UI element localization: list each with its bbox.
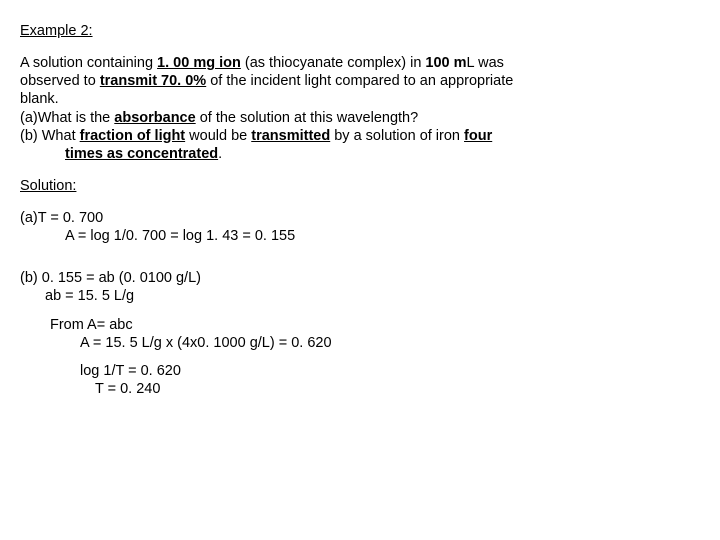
problem-line-4: (a)What is the absorbance of the solutio… bbox=[20, 109, 700, 127]
solution-label: Solution: bbox=[20, 177, 700, 195]
problem-line-2: observed to transmit 70. 0% of the incid… bbox=[20, 72, 700, 90]
sol-a-line-2: A = log 1/0. 700 = log 1. 43 = 0. 155 bbox=[20, 227, 700, 245]
text-bold: times as concentrated bbox=[65, 146, 218, 162]
text-bold: absorbance bbox=[114, 110, 195, 126]
text: would be bbox=[185, 128, 251, 144]
text-bold: 100 m bbox=[425, 55, 466, 71]
sol-b-line-4: A = 15. 5 L/g x (4x0. 1000 g/L) = 0. 620 bbox=[20, 334, 700, 352]
text: of the incident light compared to an app… bbox=[206, 73, 513, 89]
problem-line-6: times as concentrated. bbox=[20, 145, 700, 163]
example-title: Example 2: bbox=[20, 22, 700, 40]
text-bold: transmit 70. 0% bbox=[100, 73, 206, 89]
text-bold: fraction of light bbox=[80, 128, 186, 144]
solution-b: (b) 0. 155 = ab (0. 0100 g/L) ab = 15. 5… bbox=[20, 269, 700, 398]
text: (b) What bbox=[20, 128, 80, 144]
text-bold: transmitted bbox=[251, 128, 330, 144]
problem-line-3: blank. bbox=[20, 90, 700, 108]
text: A solution containing bbox=[20, 55, 157, 71]
text: (a)What is the bbox=[20, 110, 114, 126]
sol-b-line-5: log 1/T = 0. 620 bbox=[20, 362, 700, 380]
text: by a solution of iron bbox=[330, 128, 464, 144]
problem-statement: A solution containing 1. 00 mg ion (as t… bbox=[20, 54, 700, 163]
sol-b-line-2: ab = 15. 5 L/g bbox=[20, 287, 700, 305]
sol-b-line-1: (b) 0. 155 = ab (0. 0100 g/L) bbox=[20, 269, 700, 287]
text: of the solution at this wavelength? bbox=[196, 110, 418, 126]
sol-a-line-1: (a)T = 0. 700 bbox=[20, 209, 700, 227]
text: (as thiocyanate complex) in bbox=[241, 55, 426, 71]
solution-a: (a)T = 0. 700 A = log 1/0. 700 = log 1. … bbox=[20, 209, 700, 245]
sol-b-line-3: From A= abc bbox=[20, 316, 700, 334]
sol-b-line-6: T = 0. 240 bbox=[20, 380, 700, 398]
text-bold: 1. 00 mg ion bbox=[157, 55, 241, 71]
problem-line-5: (b) What fraction of light would be tran… bbox=[20, 127, 700, 145]
text: L was bbox=[467, 55, 504, 71]
text-bold: four bbox=[464, 128, 492, 144]
period: . bbox=[218, 146, 222, 162]
text: observed to bbox=[20, 73, 100, 89]
problem-line-1: A solution containing 1. 00 mg ion (as t… bbox=[20, 54, 700, 72]
